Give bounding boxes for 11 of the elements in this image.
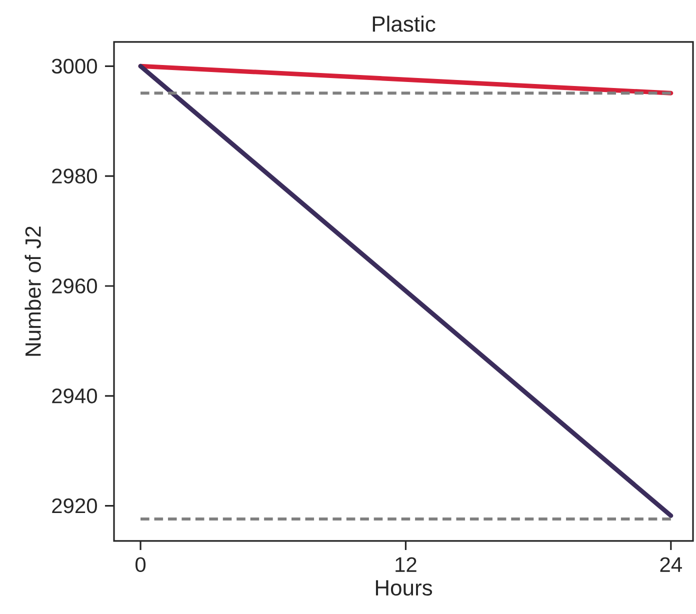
x-tick-label: 0 xyxy=(136,557,146,572)
y-tick-label: 2980 xyxy=(52,168,97,184)
x-tick-label: 12 xyxy=(396,557,416,572)
y-axis-title: Number of J2 xyxy=(24,226,41,356)
y-tick-label: 2940 xyxy=(52,388,97,404)
y-tick-label: 2920 xyxy=(52,498,97,514)
y-tick-label: 2960 xyxy=(52,278,97,294)
y-tick-label: 3000 xyxy=(52,58,97,74)
x-axis-title: Hours xyxy=(376,580,432,596)
x-tick-label: 24 xyxy=(660,557,682,572)
chart-title: Plastic xyxy=(372,16,436,32)
